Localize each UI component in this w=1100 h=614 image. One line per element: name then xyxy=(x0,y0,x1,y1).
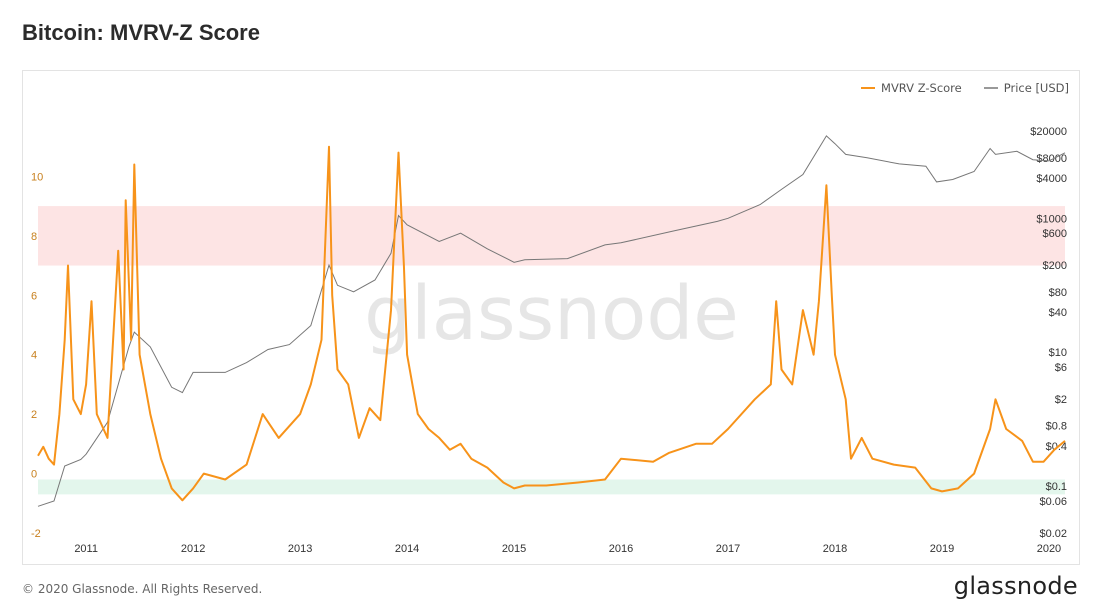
x-axis-tick: 2014 xyxy=(395,543,419,555)
x-axis-tick: 2018 xyxy=(823,543,847,555)
watermark-text: glassnode xyxy=(364,271,739,357)
right-axis-tick: $40 xyxy=(1049,307,1067,319)
legend-item-mvrv[interactable]: MVRV Z-Score xyxy=(861,81,962,95)
series-line-mvrv xyxy=(37,145,1066,502)
right-axis-tick: $600 xyxy=(1043,228,1067,240)
x-axis-tick: 2013 xyxy=(288,543,312,555)
chart-container: glassnode -2 0 2 4 6 8 10 $20000 $8000 $4000 $1000 $… xyxy=(22,70,1080,565)
legend-item-price[interactable]: Price [USD] xyxy=(983,81,1069,95)
left-axis-tick: 4 xyxy=(31,350,37,362)
copyright-text: © 2020 Glassnode. All Rights Reserved. xyxy=(22,582,263,596)
glassnode-logo[interactable]: glassnode xyxy=(953,572,1078,600)
right-axis-tick: $20000 xyxy=(1030,126,1067,138)
legend-swatch-price xyxy=(983,87,998,89)
x-axis-tick: 2011 xyxy=(74,543,98,555)
legend-swatch-mvrv xyxy=(861,87,876,89)
left-axis-tick: 0 xyxy=(31,469,37,481)
legend-label-mvrv: MVRV Z-Score xyxy=(881,81,962,95)
chart-legend: MVRV Z-Score Price [USD] xyxy=(861,81,1069,95)
right-axis-tick: $4000 xyxy=(1036,173,1067,185)
right-axis-tick: $6 xyxy=(1055,362,1067,374)
x-axis-tick: 2012 xyxy=(181,543,205,555)
left-axis-tick: -2 xyxy=(31,528,41,540)
x-axis-tick: 2015 xyxy=(502,543,526,555)
right-axis-tick: $0.8 xyxy=(1046,421,1067,433)
x-axis-tick: 2020 xyxy=(1037,543,1061,555)
band-green xyxy=(38,479,1065,495)
band-red xyxy=(38,206,1065,266)
left-axis-tick: 10 xyxy=(31,171,43,183)
series-line-price xyxy=(37,135,1066,507)
x-axis-tick: 2019 xyxy=(930,543,954,555)
right-axis-tick: $2 xyxy=(1055,394,1067,406)
right-axis-tick: $0.1 xyxy=(1046,481,1067,493)
page-title: Bitcoin: MVRV-Z Score xyxy=(22,20,260,45)
right-axis-tick: $200 xyxy=(1043,260,1067,272)
right-axis-tick: $80 xyxy=(1049,287,1067,299)
right-axis-tick: $0.02 xyxy=(1039,528,1067,540)
right-axis-tick: $0.06 xyxy=(1039,496,1067,508)
right-axis-tick: $1000 xyxy=(1036,213,1067,225)
legend-label-price: Price [USD] xyxy=(1003,81,1069,95)
x-axis-tick: 2016 xyxy=(609,543,633,555)
left-axis-tick: 8 xyxy=(31,231,37,243)
mvrv-z-score-chart: glassnode-20246810$20000$8000$4000$1000$… xyxy=(31,126,1067,555)
left-axis-tick: 2 xyxy=(31,409,37,421)
x-axis-tick: 2017 xyxy=(716,543,740,555)
left-axis-tick: 6 xyxy=(31,290,37,302)
right-axis-tick: $10 xyxy=(1049,347,1067,359)
